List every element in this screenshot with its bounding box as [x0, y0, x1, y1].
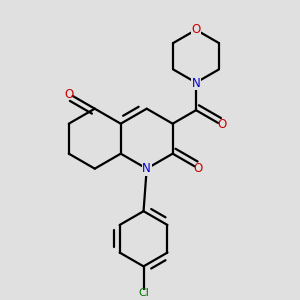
Text: Cl: Cl [138, 288, 149, 298]
Text: N: N [192, 77, 200, 90]
Text: O: O [194, 162, 203, 175]
Text: N: N [142, 162, 151, 175]
Text: O: O [65, 88, 74, 100]
Text: O: O [217, 118, 226, 131]
Text: O: O [191, 23, 201, 36]
